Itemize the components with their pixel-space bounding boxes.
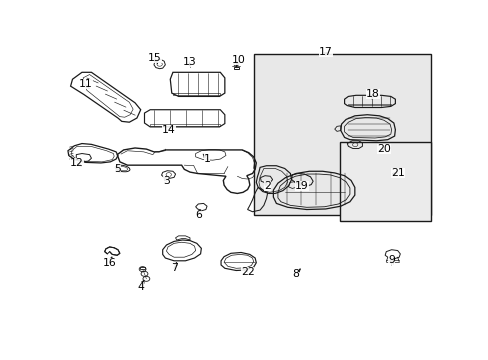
Text: 2: 2 bbox=[264, 181, 270, 191]
Text: 10: 10 bbox=[231, 55, 245, 66]
Text: 13: 13 bbox=[182, 57, 196, 67]
Text: 16: 16 bbox=[102, 258, 116, 268]
Text: 20: 20 bbox=[376, 144, 390, 154]
Text: 1: 1 bbox=[203, 154, 210, 164]
Text: 22: 22 bbox=[240, 267, 254, 277]
Text: 5: 5 bbox=[114, 164, 121, 174]
Text: 18: 18 bbox=[365, 90, 379, 99]
Text: 6: 6 bbox=[195, 210, 202, 220]
Text: 15: 15 bbox=[148, 53, 162, 63]
Bar bbox=[253, 54, 430, 215]
Text: 21: 21 bbox=[390, 168, 404, 178]
Text: 17: 17 bbox=[318, 47, 332, 57]
Bar bbox=[339, 141, 430, 221]
Text: 9: 9 bbox=[387, 255, 394, 265]
Text: 4: 4 bbox=[137, 282, 144, 292]
Text: 8: 8 bbox=[291, 269, 298, 279]
Text: 12: 12 bbox=[70, 158, 84, 168]
Text: 3: 3 bbox=[163, 176, 169, 186]
Text: 11: 11 bbox=[79, 79, 92, 89]
Text: 19: 19 bbox=[294, 181, 308, 191]
Text: 7: 7 bbox=[170, 263, 177, 273]
Text: 14: 14 bbox=[162, 125, 176, 135]
